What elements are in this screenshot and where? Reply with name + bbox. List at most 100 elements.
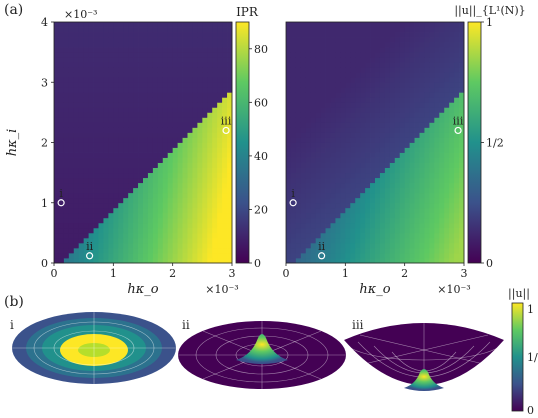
heatmap-cell [360,167,366,174]
heatmap-cell [133,222,139,229]
heatmap-cell [93,137,99,143]
heatmap-cell [345,182,351,189]
heatmap-cell [172,212,179,219]
heatmap-cell [404,47,411,53]
heatmap-cell [147,187,154,194]
heatmap-cell [295,22,302,28]
heatmap-cell [128,147,134,153]
heatmap-cell [439,147,445,153]
heatmap-cell [123,207,129,214]
heatmap-cell [310,132,317,138]
heatmap-cell [197,152,203,158]
heatmap-cell [222,57,228,63]
heatmap-cell [108,112,114,118]
heatmap-cell [222,92,228,98]
heatmap-cell [360,192,366,199]
heatmap-cell [138,207,144,214]
heatmap-cell [167,177,174,184]
heatmap-cell [227,187,233,194]
heatmap-cell [419,57,425,63]
heatmap-cell [320,72,326,78]
heatmap-cell [350,112,356,118]
heatmap-cell [404,137,411,143]
heatmap-cell [290,122,297,128]
heatmap-cell [300,197,307,204]
heatmap-cell [58,217,65,224]
heatmap-cell [325,202,331,209]
heatmap-cell [379,172,386,179]
heatmap-cell [305,222,312,229]
heatmap-cell [325,197,331,204]
heatmap-cell [167,57,174,63]
heatmap-cell [305,72,312,78]
heatmap-cell [187,252,193,259]
heatmap-cell [345,127,351,133]
heatmap-cell [93,112,99,118]
heatmap-cell [58,102,65,108]
heatmap-cell [73,182,80,189]
heatmap-cell [404,237,411,244]
heatmap-cell [310,187,317,194]
heatmap-cell [192,112,198,118]
heatmap-cell [350,252,356,259]
heatmap-cell [152,132,159,138]
heatmap-cell [167,147,174,153]
heatmap-cell [444,77,450,83]
heatmap-cell [157,232,164,239]
heatmap-cell [128,197,134,204]
heatmap-cell [197,147,203,153]
heatmap-cell [300,152,307,158]
heatmap-cell [350,162,356,168]
heatmap-cell [399,207,406,214]
heatmap-cell [459,227,465,234]
heatmap-cell [63,37,70,43]
heatmap-cell [78,117,85,123]
heatmap-cell [118,52,124,58]
heatmap-cell [290,197,297,204]
heatmap-cell [217,42,223,48]
heatmap-cell [434,202,440,209]
heatmap-cell [340,47,346,53]
heatmap-cell [305,177,312,184]
heatmap-cell [98,182,104,189]
heatmap-cell [350,97,356,103]
heatmap-cell [300,67,307,73]
heatmap-cell [409,242,415,249]
heatmap-cell [68,102,75,108]
heatmap-cell [108,222,114,229]
heatmap-cell [315,127,322,133]
heatmap-cell [147,152,154,158]
heatmap-cell [454,137,460,143]
heatmap-cell [172,132,179,138]
heatmap-cell [365,87,371,93]
heatmap-cell [449,37,455,43]
heatmap-cell [147,157,154,163]
heatmap-cell [399,132,406,138]
heatmap-cell [123,142,129,148]
heatmap-cell [207,22,213,28]
heatmap-cell [384,162,391,168]
heatmap-cell [320,47,326,53]
heatmap-cell [177,72,183,78]
heatmap-cell [103,97,109,103]
heatmap-cell [93,177,99,184]
heatmap-cell [222,62,228,68]
heatmap-cell [340,102,346,108]
heatmap-cell [325,112,331,118]
heatmap-cell [128,157,134,163]
heatmap-cell [365,152,371,158]
heatmap-cell [167,142,174,148]
heatmap-cell [157,122,164,128]
heatmap-cell [157,107,164,113]
heatmap-cell [58,242,65,249]
heatmap-cell [459,22,465,28]
heatmap-cell [162,242,169,249]
heatmap-cell [399,152,406,158]
heatmap-cell [128,242,134,249]
heatmap-cell [182,152,188,158]
heatmap-cell [290,182,297,189]
heatmap-cell [217,112,223,118]
heatmap-cell [63,232,70,239]
heatmap-cell [454,217,460,224]
heatmap-cell [227,257,233,264]
